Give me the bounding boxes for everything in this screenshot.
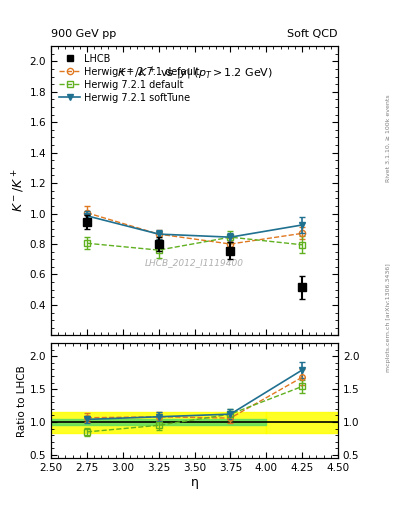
Text: mcplots.cern.ch [arXiv:1306.3436]: mcplots.cern.ch [arXiv:1306.3436] (386, 263, 391, 372)
Y-axis label: $K^-/K^+$: $K^-/K^+$ (11, 169, 27, 212)
Text: $K^-/K^+$ vs $|y|$ ($p_T > 1.2$ GeV): $K^-/K^+$ vs $|y|$ ($p_T > 1.2$ GeV) (117, 65, 272, 82)
Y-axis label: Ratio to LHCB: Ratio to LHCB (17, 365, 27, 437)
Text: LHCB_2012_I1119400: LHCB_2012_I1119400 (145, 259, 244, 268)
Text: 900 GeV pp: 900 GeV pp (51, 29, 116, 39)
X-axis label: η: η (191, 476, 198, 489)
Text: Rivet 3.1.10, ≥ 100k events: Rivet 3.1.10, ≥ 100k events (386, 94, 391, 182)
Legend: LHCB, Herwig++ 2.7.1 default, Herwig 7.2.1 default, Herwig 7.2.1 softTune: LHCB, Herwig++ 2.7.1 default, Herwig 7.2… (56, 51, 202, 105)
Text: Soft QCD: Soft QCD (288, 29, 338, 39)
